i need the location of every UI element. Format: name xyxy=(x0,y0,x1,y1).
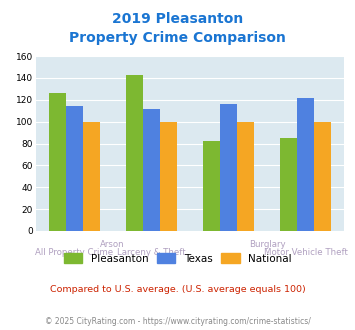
Text: All Property Crime: All Property Crime xyxy=(35,248,113,257)
Bar xyxy=(237,122,254,231)
Bar xyxy=(220,104,237,231)
Legend: Pleasanton, Texas, National: Pleasanton, Texas, National xyxy=(64,253,291,264)
Bar xyxy=(203,141,220,231)
Text: Motor Vehicle Theft: Motor Vehicle Theft xyxy=(264,248,348,257)
Text: Larceny & Theft: Larceny & Theft xyxy=(117,248,186,257)
Bar xyxy=(314,122,331,231)
Bar xyxy=(143,109,160,231)
Bar xyxy=(49,93,66,231)
Bar xyxy=(83,122,100,231)
Text: Arson: Arson xyxy=(100,240,125,249)
Bar xyxy=(280,138,297,231)
Text: Property Crime Comparison: Property Crime Comparison xyxy=(69,31,286,45)
Bar xyxy=(126,75,143,231)
Bar xyxy=(160,122,177,231)
Text: 2019 Pleasanton: 2019 Pleasanton xyxy=(112,12,243,25)
Text: Compared to U.S. average. (U.S. average equals 100): Compared to U.S. average. (U.S. average … xyxy=(50,285,305,294)
Bar xyxy=(297,98,314,231)
Text: Burglary: Burglary xyxy=(249,240,285,249)
Text: © 2025 CityRating.com - https://www.cityrating.com/crime-statistics/: © 2025 CityRating.com - https://www.city… xyxy=(45,317,310,326)
Bar xyxy=(66,106,83,231)
